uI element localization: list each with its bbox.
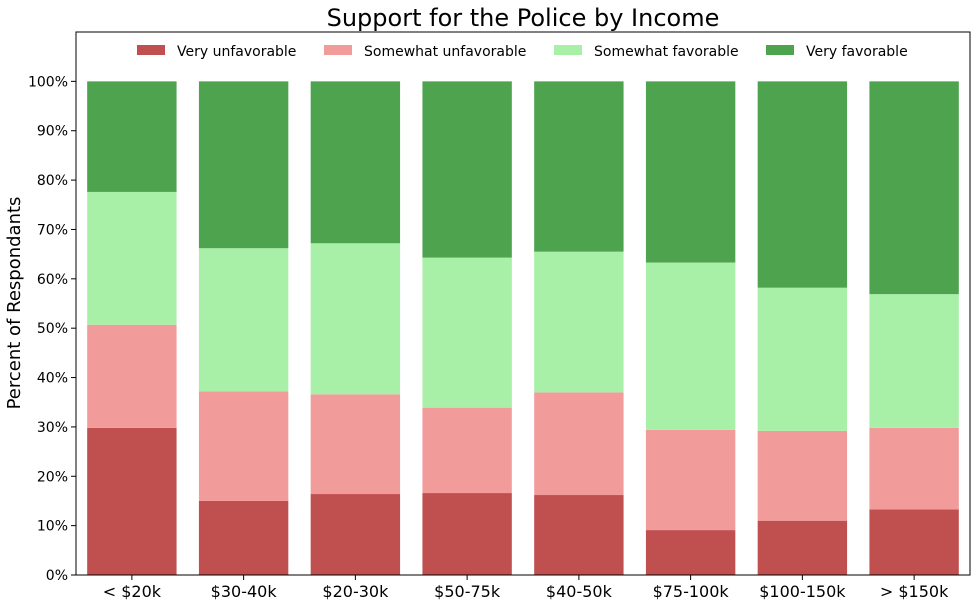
y-tick-label: 90% xyxy=(37,124,68,140)
y-tick-label: 10% xyxy=(37,519,68,535)
bar-segment xyxy=(198,81,289,249)
y-axis-label: Percent of Respondants xyxy=(4,197,25,410)
y-tick-label: 100% xyxy=(28,74,68,90)
bar-segment xyxy=(422,407,512,494)
legend-swatch xyxy=(137,45,165,55)
y-tick-label: 80% xyxy=(37,173,68,189)
y-tick-label: 70% xyxy=(37,222,68,238)
bar-segment xyxy=(645,81,736,263)
bar-segment xyxy=(645,530,736,575)
bar-segment xyxy=(534,81,624,252)
bar-segment xyxy=(422,257,512,408)
legend-swatch xyxy=(766,45,794,55)
bar-segment xyxy=(645,429,736,531)
bar-segment xyxy=(198,391,289,501)
plot-frame xyxy=(75,31,971,576)
legend-label: Somewhat unfavorable xyxy=(364,44,526,60)
bar-segment xyxy=(198,500,289,575)
bar-segment xyxy=(87,191,177,325)
x-tick-label: $75-100k xyxy=(653,582,730,601)
x-tick-label: $100-150k xyxy=(759,582,846,601)
bar-segment xyxy=(757,287,848,431)
bar-segment xyxy=(757,520,848,575)
bar-segment xyxy=(310,494,401,575)
chart-title: Support for the Police by Income xyxy=(327,4,720,32)
bar-segment xyxy=(534,392,624,496)
bar-segment xyxy=(757,430,848,521)
bar-segment xyxy=(869,294,959,428)
plot-area: < $20k $30-40k $20-30k $50-75k $40-50k $75-10… xyxy=(28,31,971,601)
legend-swatch xyxy=(554,45,582,55)
y-tick-label: 0% xyxy=(46,568,68,584)
bar-segment xyxy=(198,248,289,392)
bar-segment xyxy=(869,427,959,510)
y-tick-label: 40% xyxy=(37,371,68,387)
legend-swatch xyxy=(324,45,352,55)
bar-segment xyxy=(310,81,401,244)
bar-segment xyxy=(422,493,512,575)
bar-segment xyxy=(87,81,177,192)
bar-segment xyxy=(534,495,624,575)
bar-segment xyxy=(87,427,177,575)
x-tick-label: $20-30k xyxy=(322,582,389,601)
x-tick-label: $30-40k xyxy=(211,582,278,601)
bar-segment xyxy=(645,262,736,430)
bar-segment xyxy=(310,243,401,395)
y-tick-label: 30% xyxy=(37,420,68,436)
legend-label: Somewhat favorable xyxy=(594,44,739,60)
x-tick-label: < $20k xyxy=(103,582,162,601)
x-tick-label: $40-50k xyxy=(546,582,613,601)
bar-segment xyxy=(87,324,177,428)
y-tick-label: 60% xyxy=(37,272,68,288)
x-tick-label: $50-75k xyxy=(434,582,501,601)
legend-label: Very unfavorable xyxy=(177,44,296,60)
legend-label: Very favorable xyxy=(806,44,908,60)
bar-segment xyxy=(869,81,959,295)
bar-segment xyxy=(869,509,959,575)
y-tick-label: 50% xyxy=(37,321,68,337)
bar-segment xyxy=(310,394,401,495)
x-tick-label: > $150k xyxy=(880,582,949,601)
y-tick-label: 20% xyxy=(37,469,68,485)
bar-segment xyxy=(757,81,848,288)
bar-segment xyxy=(422,81,512,258)
legend: Very unfavorable Somewhat unfavorable Some… xyxy=(137,44,908,60)
bar-segment xyxy=(534,251,624,393)
